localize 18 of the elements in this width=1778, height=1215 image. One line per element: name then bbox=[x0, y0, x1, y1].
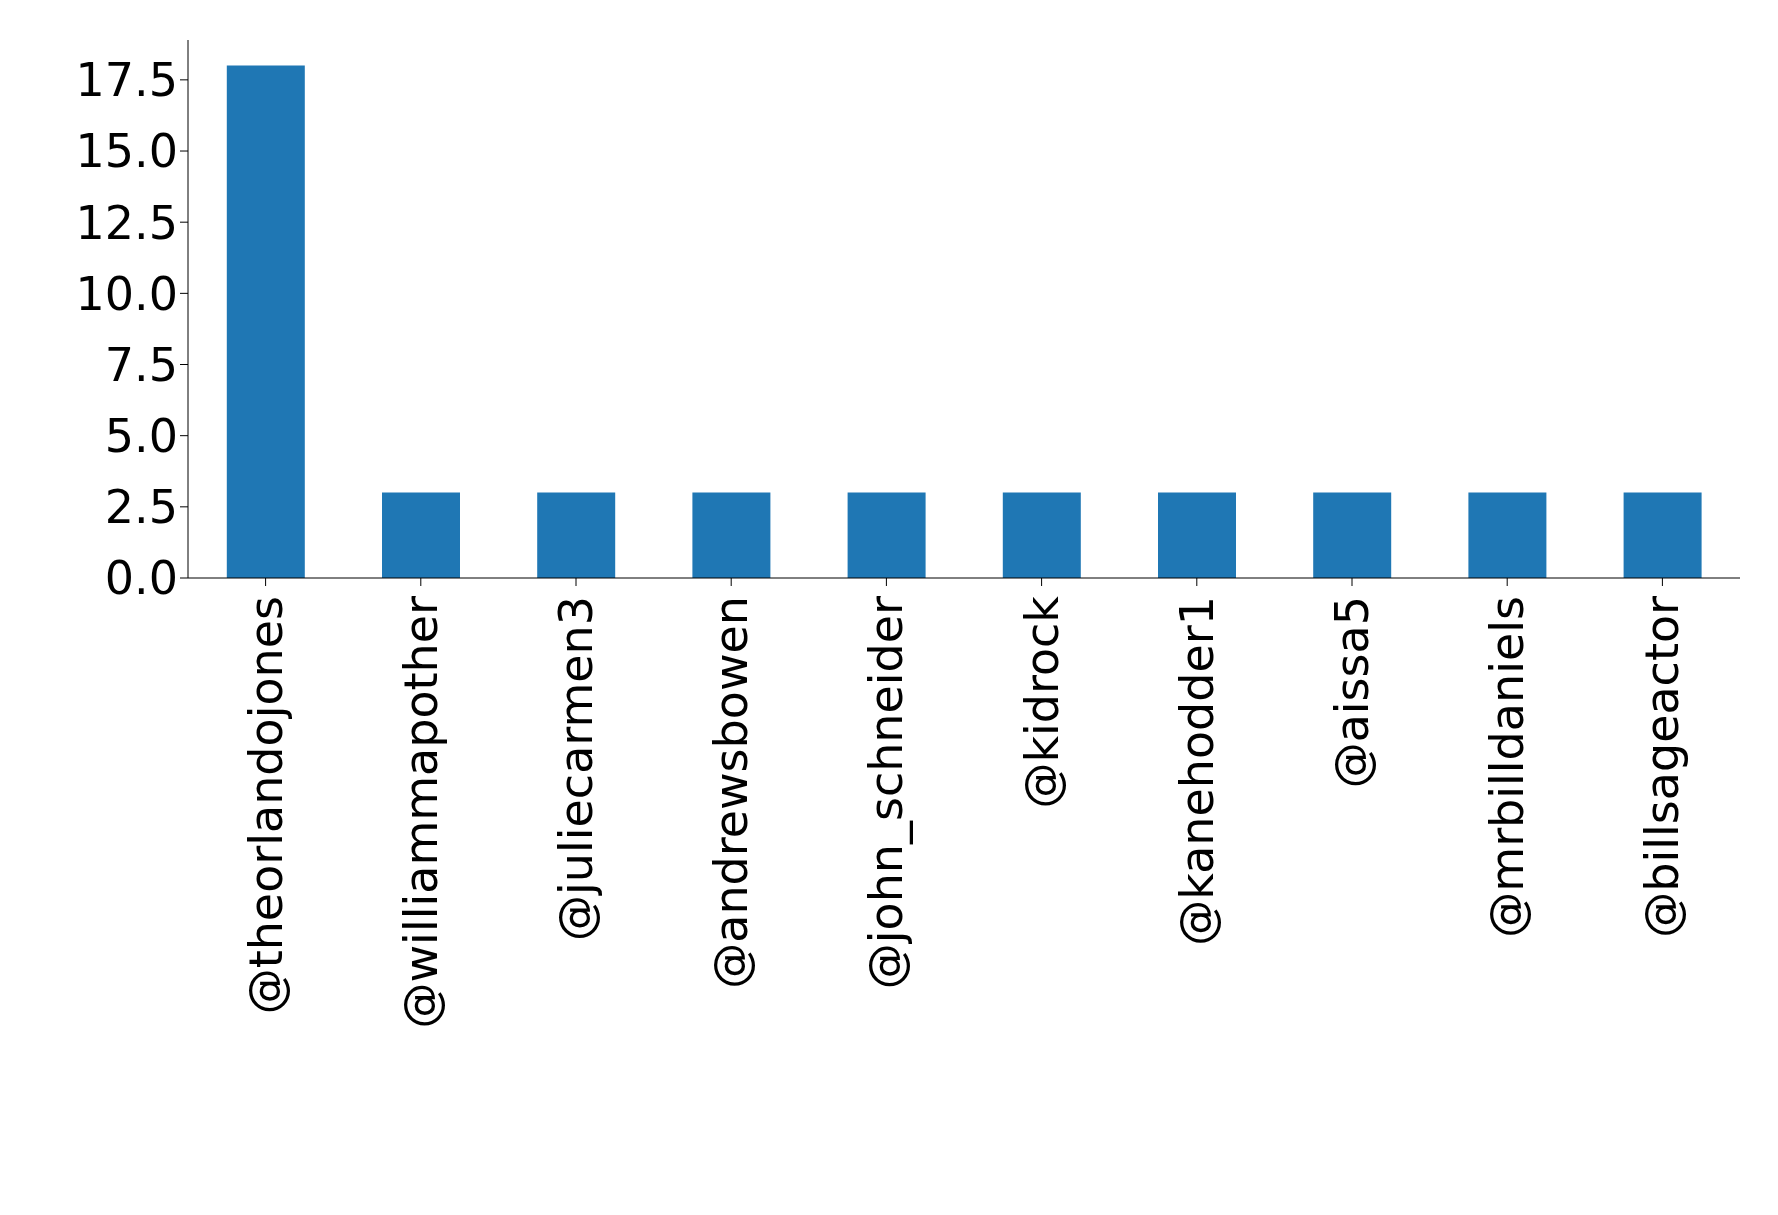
y-tick-label: 12.5 bbox=[75, 195, 178, 250]
x-tick-label: @kidrock bbox=[1014, 595, 1069, 809]
y-tick-label: 5.0 bbox=[104, 409, 178, 463]
x-tick-label: @theorlandojones bbox=[238, 596, 293, 1015]
y-tick-label: 15.0 bbox=[75, 124, 178, 179]
x-tick-label: @juliecarmen3 bbox=[549, 596, 603, 941]
x-tick-label: @mrbilldaniels bbox=[1480, 596, 1535, 938]
x-tick-label: @aissa5 bbox=[1325, 596, 1379, 789]
y-tick-label: 7.5 bbox=[104, 337, 178, 392]
y-tick-label: 17.5 bbox=[75, 53, 178, 108]
x-tick-label: @williammapother bbox=[393, 595, 448, 1029]
y-tick-label: 2.5 bbox=[104, 480, 178, 535]
x-tick-label: @andrewsbowen bbox=[704, 596, 759, 989]
x-tick-label: @billsageactor bbox=[1635, 595, 1690, 938]
x-tick-label: @john_schneider bbox=[859, 595, 914, 990]
y-tick-label: 0.0 bbox=[104, 551, 178, 606]
y-tick-label: 10.0 bbox=[75, 266, 178, 321]
x-tick-label: @kanehodder1 bbox=[1169, 596, 1224, 946]
